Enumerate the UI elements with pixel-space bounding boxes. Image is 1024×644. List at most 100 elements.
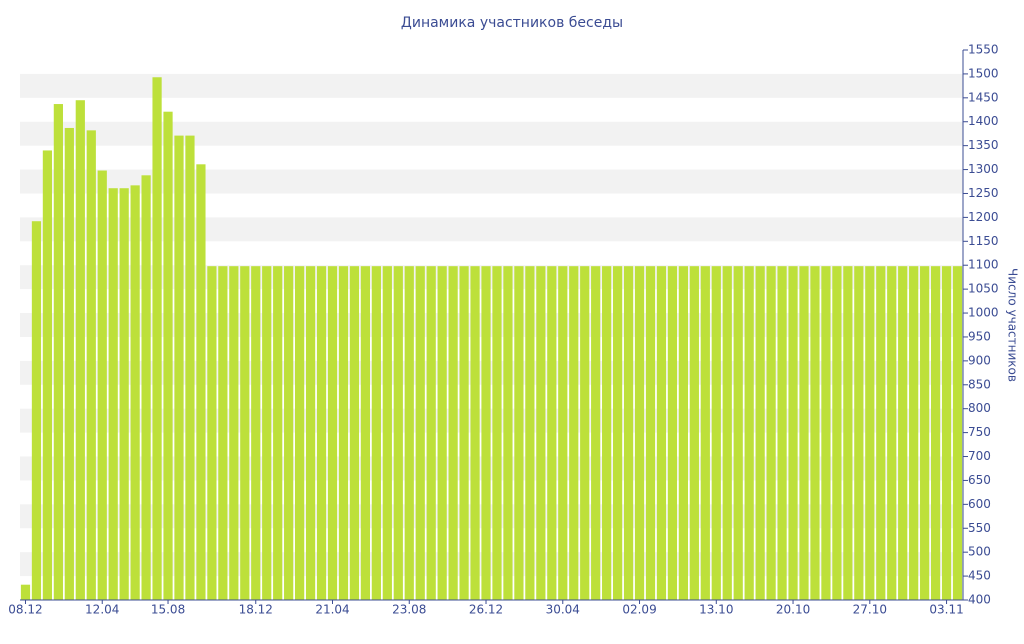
x-tick-label: 23.08 — [392, 603, 426, 617]
bar — [634, 266, 645, 600]
y-axis-label: Число участников — [1006, 268, 1020, 382]
y-tick-label: 1150 — [968, 234, 999, 248]
bar — [854, 266, 864, 600]
bar — [316, 266, 327, 600]
bar — [930, 266, 941, 600]
bar — [656, 266, 667, 600]
bar — [338, 266, 349, 600]
grid-band — [20, 73, 963, 98]
bar — [470, 266, 480, 600]
bar — [75, 100, 85, 600]
bar — [273, 266, 283, 600]
bar — [185, 135, 195, 600]
bar — [645, 266, 656, 600]
bar — [152, 77, 162, 601]
bar — [393, 266, 403, 600]
bar — [623, 266, 634, 600]
y-tick-label: 400 — [968, 593, 991, 607]
grid-band — [20, 121, 963, 146]
bar — [722, 266, 732, 600]
bar — [42, 150, 53, 600]
y-tick-label: 550 — [968, 521, 991, 535]
bar — [141, 175, 151, 600]
bar — [196, 164, 206, 600]
y-tick-label: 650 — [968, 473, 991, 487]
bar — [843, 266, 853, 600]
bar — [952, 266, 963, 600]
y-tick-label: 800 — [968, 401, 991, 415]
bar — [591, 266, 601, 600]
x-tick-label: 30.04 — [546, 603, 580, 617]
bar — [865, 266, 875, 600]
bar — [305, 266, 316, 600]
bar — [602, 266, 612, 600]
y-tick-label: 600 — [968, 497, 991, 511]
bar — [295, 266, 305, 600]
bar — [360, 266, 371, 600]
bar — [97, 170, 107, 601]
y-tick-label: 700 — [968, 449, 991, 463]
y-tick-label: 1100 — [968, 258, 999, 272]
bar — [514, 266, 524, 600]
bar — [744, 266, 754, 600]
y-tick-label: 1000 — [968, 306, 999, 320]
chart-title: Динамика участников беседы — [401, 15, 623, 31]
bar — [349, 266, 360, 600]
bar — [415, 266, 425, 600]
bar — [941, 266, 952, 600]
bar — [86, 130, 96, 600]
grid-band — [20, 169, 963, 194]
bar — [536, 266, 546, 600]
bar — [503, 266, 513, 600]
x-tick-label: 27.10 — [853, 603, 887, 617]
bar — [459, 266, 469, 600]
bar — [821, 266, 831, 600]
bar — [612, 266, 623, 600]
bar — [174, 135, 184, 600]
bar — [799, 266, 809, 600]
bar — [251, 266, 261, 600]
y-tick-label: 1200 — [968, 210, 999, 224]
x-tick-label: 20.10 — [776, 603, 810, 617]
y-tick-label: 450 — [968, 569, 991, 583]
y-tick-label: 1350 — [968, 138, 999, 152]
x-tick-label: 13.10 — [699, 603, 733, 617]
bar — [525, 266, 535, 600]
grid-band — [20, 217, 963, 242]
bar — [755, 266, 765, 600]
bar — [31, 221, 42, 600]
bar — [262, 266, 272, 600]
bar — [667, 266, 678, 600]
y-tick-label: 750 — [968, 425, 991, 439]
x-tick-label: 08.12 — [8, 603, 42, 617]
bar — [130, 185, 140, 600]
bar — [64, 127, 74, 601]
y-tick-label: 1250 — [968, 186, 999, 200]
bar — [678, 266, 688, 600]
bar — [481, 266, 491, 600]
bar — [163, 111, 173, 601]
bar — [558, 266, 568, 600]
y-tick-label: 1550 — [968, 43, 999, 57]
y-tick-label: 1300 — [968, 162, 999, 176]
bar — [327, 266, 338, 600]
bar — [887, 266, 897, 600]
bar — [810, 266, 820, 600]
x-tick-label: 15.08 — [151, 603, 185, 617]
bar — [788, 266, 798, 600]
y-tick-label: 1500 — [968, 66, 999, 80]
bar — [909, 266, 919, 600]
x-tick-label: 26.12 — [469, 603, 503, 617]
y-tick-label: 1050 — [968, 282, 999, 296]
bar — [832, 266, 842, 600]
x-tick-label: 12.04 — [85, 603, 119, 617]
bar — [437, 266, 447, 600]
bar — [898, 266, 908, 600]
bar — [20, 584, 31, 600]
bar — [711, 266, 721, 600]
bar — [218, 266, 228, 600]
bar — [547, 266, 557, 600]
bar — [284, 266, 294, 600]
y-tick-label: 850 — [968, 377, 991, 391]
